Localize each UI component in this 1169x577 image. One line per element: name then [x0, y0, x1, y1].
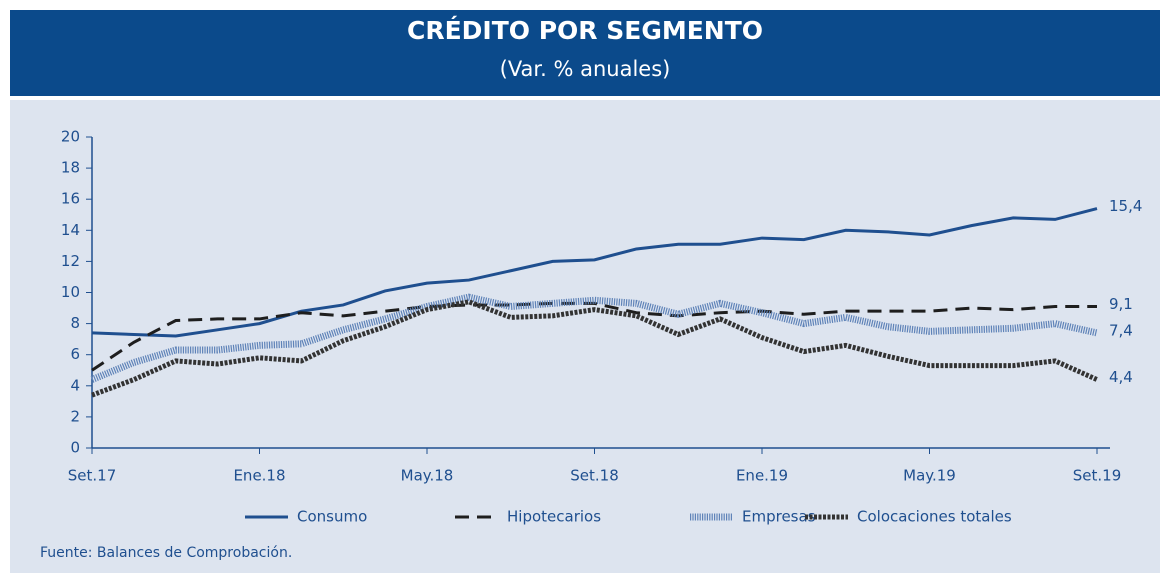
source-note: Fuente: Balances de Comprobación.: [40, 545, 292, 561]
header-band: [10, 10, 1160, 96]
chart-subtitle: (Var. % anuales): [500, 57, 671, 81]
legend-label: Colocaciones totales: [857, 508, 1012, 526]
end-label: 15,4: [1109, 197, 1142, 215]
end-label: 9,1: [1109, 295, 1133, 313]
chart-panel: [10, 100, 1160, 573]
chart-title: CRÉDITO POR SEGMENTO: [407, 16, 763, 45]
x-tick-label: May.19: [903, 467, 956, 485]
y-tick-label: 10: [61, 283, 80, 301]
series-line: [90, 293, 1098, 383]
series-line: [91, 299, 1099, 398]
x-tick-label: Ene.18: [233, 467, 285, 485]
y-tick-label: 20: [61, 128, 80, 146]
legend-label: Hipotecarios: [507, 508, 601, 526]
series-line: [91, 207, 1098, 338]
x-tick-label: May.18: [401, 467, 454, 485]
end-label: 7,4: [1109, 321, 1133, 339]
x-tick-label: Set.17: [68, 467, 117, 485]
y-tick-label: 4: [70, 376, 80, 394]
x-tick-label: Set.18: [570, 467, 619, 485]
y-tick-label: 16: [61, 190, 80, 208]
x-tick-label: Set.19: [1073, 467, 1122, 485]
y-tick-label: 0: [70, 439, 80, 457]
y-tick-label: 6: [70, 345, 80, 363]
y-tick-label: 2: [70, 407, 80, 425]
x-tick-label: Ene.19: [736, 467, 788, 485]
legend-label: Consumo: [297, 508, 367, 526]
y-tick-label: 18: [61, 159, 80, 177]
series-line: [91, 301, 1097, 372]
legend-label: Empresas: [742, 508, 816, 526]
y-tick-label: 14: [61, 221, 80, 239]
y-tick-label: 8: [70, 314, 80, 332]
y-tick-label: 12: [61, 252, 80, 270]
end-label: 4,4: [1109, 368, 1133, 386]
